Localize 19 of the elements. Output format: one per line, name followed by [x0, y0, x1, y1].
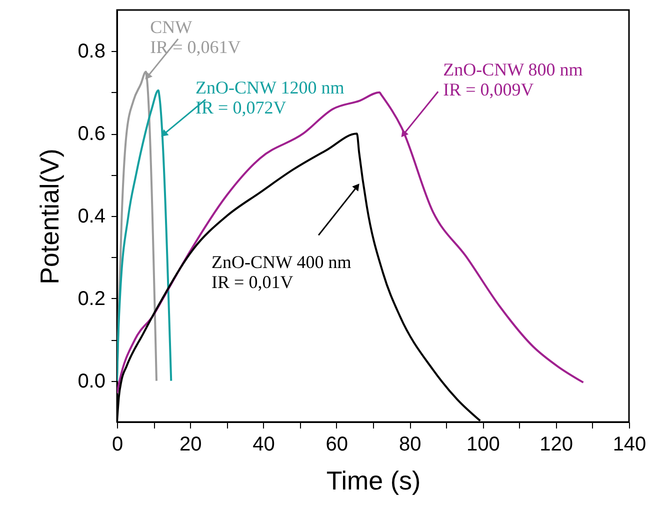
y-tick-label: 0.8 [78, 40, 106, 63]
y-tick-label: 0.2 [78, 288, 106, 310]
annotation: CNW IR = 0,061V [150, 16, 241, 57]
annotation: ZnO-CNW 800 nm IR = 0,009V [443, 60, 583, 100]
x-tick-label: 0 [112, 434, 124, 456]
x-axis-title: Time (s) [326, 466, 421, 496]
x-tick-label: 100 [466, 434, 500, 456]
x-tick-label: 20 [180, 434, 202, 456]
x-tick-label: 120 [540, 434, 574, 456]
y-axis-title: Potential(V) [34, 148, 65, 284]
x-tick-label: 80 [398, 434, 422, 456]
y-tick-label: 0.6 [78, 123, 106, 146]
annotation: ZnO-CNW 400 nm IR = 0,01V [212, 252, 352, 292]
y-tick-label: 0.4 [78, 206, 106, 228]
x-tick-label: 40 [252, 434, 275, 456]
y-tick-label: 0.0 [78, 370, 106, 392]
annotation: ZnO-CNW 1200 nm IR = 0,072V [196, 78, 344, 118]
x-tick-label: 140 [612, 434, 646, 456]
x-tick-label: 60 [326, 434, 348, 456]
